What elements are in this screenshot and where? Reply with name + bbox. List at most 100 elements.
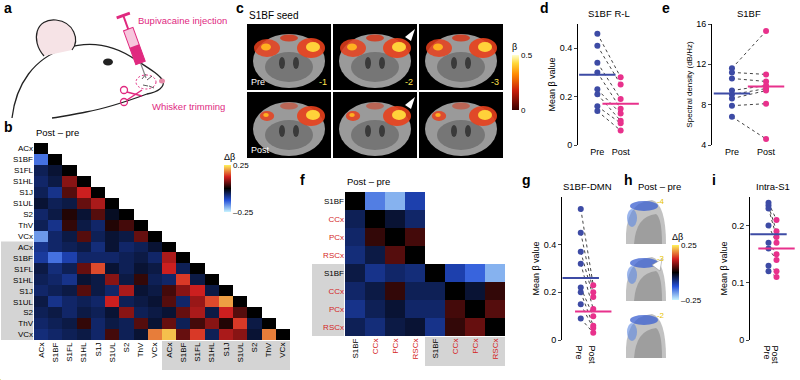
- svg-text:RSCx: RSCx: [411, 339, 420, 360]
- svg-text:S1BF: S1BF: [431, 338, 440, 358]
- svg-text:Post: Post: [757, 147, 776, 157]
- svg-text:S1J: S1J: [19, 188, 33, 197]
- svg-text:S1BF: S1BF: [351, 338, 360, 358]
- svg-text:CCx: CCx: [451, 339, 460, 355]
- svg-text:0: 0: [551, 335, 556, 345]
- svg-text:Pre: Pre: [762, 346, 772, 360]
- svg-text:Post: Post: [770, 346, 780, 365]
- svg-text:0.25: 0.25: [681, 241, 697, 250]
- svg-text:0.2: 0.2: [560, 92, 573, 102]
- svg-text:Mean β value: Mean β value: [719, 241, 729, 295]
- svg-text:RSCx: RSCx: [323, 251, 344, 260]
- svg-text:S2: S2: [250, 342, 259, 352]
- svg-text:0.1: 0.1: [732, 278, 745, 288]
- svg-text:Pre: Pre: [590, 147, 604, 157]
- svg-text:S1BF: S1BF: [13, 155, 33, 164]
- svg-text:8: 8: [701, 100, 706, 110]
- svg-text:0.25: 0.25: [233, 161, 249, 170]
- svg-text:CCx: CCx: [371, 339, 380, 355]
- svg-text:VCx: VCx: [150, 343, 159, 358]
- svg-text:0.5: 0.5: [521, 51, 533, 60]
- svg-text:β: β: [512, 42, 517, 52]
- svg-text:Pre: Pre: [574, 346, 584, 360]
- svg-text:S1HL: S1HL: [13, 276, 34, 285]
- svg-text:S1HL: S1HL: [207, 342, 216, 363]
- svg-text:RSCx: RSCx: [491, 339, 500, 360]
- svg-text:0: 0: [521, 106, 526, 115]
- svg-text:0.2: 0.2: [732, 221, 745, 231]
- svg-text:PCx: PCx: [391, 339, 400, 354]
- svg-text:ACx: ACx: [165, 343, 174, 358]
- svg-text:S1HL: S1HL: [13, 177, 34, 186]
- svg-text:Δβ: Δβ: [672, 232, 683, 242]
- svg-text:0.4: 0.4: [544, 240, 557, 250]
- svg-text:VCx: VCx: [18, 232, 33, 241]
- svg-text:S1UL: S1UL: [236, 342, 245, 363]
- svg-text:S1FL: S1FL: [14, 265, 34, 274]
- svg-text:0: 0: [739, 335, 744, 345]
- svg-text:0.2: 0.2: [544, 287, 557, 297]
- svg-text:g: g: [522, 172, 531, 188]
- svg-text:h: h: [624, 172, 633, 188]
- svg-text:S1HL: S1HL: [79, 342, 88, 363]
- svg-text:-2: -2: [657, 311, 665, 320]
- svg-text:VCx: VCx: [278, 343, 287, 358]
- svg-text:PCx: PCx: [329, 233, 344, 242]
- svg-text:S1BF: S1BF: [13, 254, 33, 263]
- svg-text:PCx: PCx: [329, 305, 344, 314]
- svg-text:f: f: [300, 172, 305, 188]
- svg-text:S1BF-DMN: S1BF-DMN: [563, 181, 612, 192]
- svg-text:-4: -4: [657, 197, 665, 206]
- svg-text:S1BF R-L: S1BF R-L: [588, 8, 630, 19]
- svg-text:Whisker trimming: Whisker trimming: [152, 101, 225, 112]
- svg-text:S2: S2: [122, 342, 131, 352]
- svg-text:Post: Post: [587, 346, 597, 365]
- svg-text:Pre: Pre: [251, 77, 265, 87]
- svg-text:Intra-S1: Intra-S1: [756, 181, 790, 192]
- svg-text:CCx: CCx: [328, 215, 344, 224]
- svg-text:ThV: ThV: [18, 221, 33, 230]
- svg-text:–0.25: –0.25: [233, 208, 254, 217]
- svg-text:S1FL: S1FL: [65, 342, 74, 362]
- svg-text:-3: -3: [491, 77, 499, 87]
- svg-text:S2: S2: [23, 308, 33, 317]
- svg-text:Bupivacaine injection: Bupivacaine injection: [138, 15, 227, 26]
- svg-text:S1BF: S1BF: [324, 269, 344, 278]
- svg-text:b: b: [4, 119, 13, 135]
- svg-text:ACx: ACx: [18, 243, 33, 252]
- svg-text:S1J: S1J: [222, 343, 231, 357]
- svg-text:S2: S2: [23, 210, 33, 219]
- svg-text:Post – pre: Post – pre: [347, 176, 390, 187]
- svg-text:Spectral density (dB/Hz): Spectral density (dB/Hz): [685, 41, 694, 128]
- svg-text:S1BF: S1BF: [737, 8, 761, 19]
- svg-text:a: a: [4, 0, 12, 16]
- svg-text:Post: Post: [251, 145, 270, 155]
- svg-text:e: e: [662, 0, 670, 16]
- svg-text:S1BF: S1BF: [324, 197, 344, 206]
- svg-text:Pre: Pre: [725, 147, 739, 157]
- svg-text:ThV: ThV: [264, 342, 273, 357]
- svg-text:0.4: 0.4: [560, 43, 573, 53]
- svg-text:Post: Post: [612, 147, 631, 157]
- svg-text:Mean β value: Mean β value: [547, 57, 557, 111]
- svg-text:12: 12: [696, 59, 706, 69]
- svg-text:S1FL: S1FL: [193, 342, 202, 362]
- svg-text:S1UL: S1UL: [13, 199, 34, 208]
- svg-text:Δβ: Δβ: [224, 152, 235, 162]
- svg-text:4: 4: [701, 140, 706, 150]
- svg-text:S1BF: S1BF: [179, 342, 188, 362]
- svg-text:S1UL: S1UL: [108, 342, 117, 363]
- svg-text:S1J: S1J: [94, 343, 103, 357]
- svg-text:RSCx: RSCx: [323, 323, 344, 332]
- svg-text:VCx: VCx: [18, 330, 33, 339]
- svg-text:0: 0: [567, 140, 572, 150]
- svg-text:S1J: S1J: [19, 287, 33, 296]
- svg-text:CCx: CCx: [328, 287, 344, 296]
- svg-text:-2: -2: [405, 77, 413, 87]
- svg-text:S1BF: S1BF: [51, 342, 60, 362]
- svg-text:i: i: [712, 172, 716, 188]
- svg-text:c: c: [236, 0, 244, 16]
- svg-text:ACx: ACx: [37, 343, 46, 358]
- svg-text:ThV: ThV: [136, 342, 145, 357]
- svg-text:Mean β value: Mean β value: [531, 241, 541, 295]
